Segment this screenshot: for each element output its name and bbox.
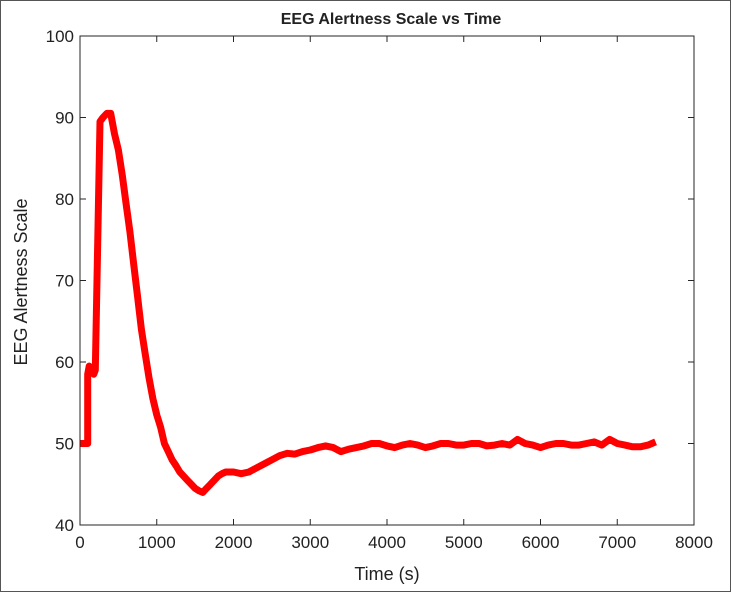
x-tick-label: 2000 [215,533,253,552]
x-tick-label: 1000 [138,533,176,552]
y-tick-label: 40 [55,516,74,535]
tick-layer: 0 1000 2000 3000 4000 5000 6000 7000 8000 40 50 60 7… [46,27,713,552]
y-tick-label: 70 [55,272,74,291]
series-line [80,109,657,496]
x-tick-label: 4000 [368,533,406,552]
x-tick-label: 7000 [598,533,636,552]
y-tick-label: 100 [46,27,74,46]
x-tick-label: 6000 [522,533,560,552]
y-tick-label: 50 [55,435,74,454]
plot-area [80,109,657,496]
x-axis-label: Time (s) [354,564,419,584]
y-tick-label: 60 [55,353,74,372]
y-axis-label: EEG Alertness Scale [11,198,31,365]
x-tick-label: 0 [75,533,84,552]
x-tick-label: 8000 [675,533,713,552]
y-tick-label: 80 [55,190,74,209]
x-tick-label: 5000 [445,533,483,552]
chart-title: EEG Alertness Scale vs Time [281,11,502,28]
y-tick-label: 90 [55,109,74,128]
x-tick-label: 3000 [291,533,329,552]
axes-box [79,35,695,526]
